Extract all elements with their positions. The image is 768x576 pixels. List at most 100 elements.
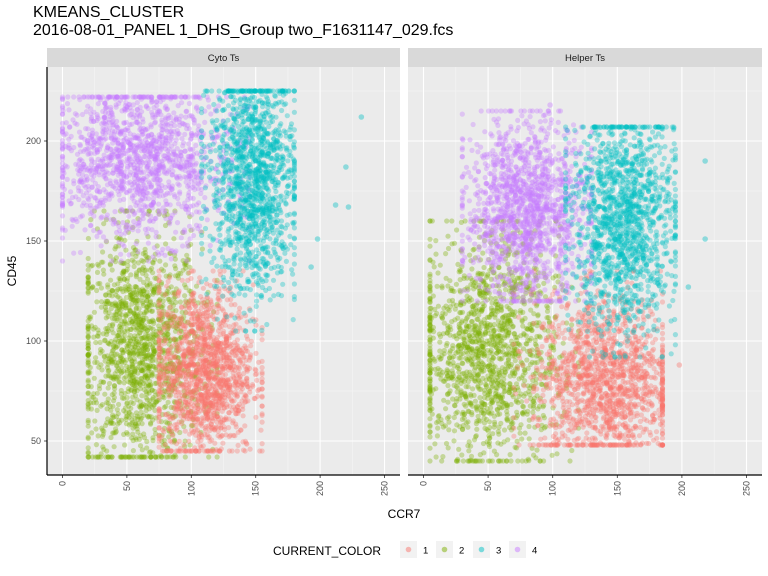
- data-point: [161, 210, 168, 216]
- data-point: [148, 382, 154, 388]
- data-point: [214, 301, 220, 307]
- data-point: [131, 356, 137, 362]
- data-point: [191, 94, 197, 100]
- data-point: [77, 156, 83, 162]
- data-point: [152, 400, 158, 406]
- data-point: [128, 292, 135, 298]
- data-point: [132, 368, 138, 374]
- data-point: [156, 286, 162, 292]
- data-point: [145, 332, 151, 338]
- data-point: [130, 425, 136, 431]
- data-point: [163, 136, 169, 142]
- data-point: [104, 301, 110, 307]
- data-point: [190, 373, 196, 379]
- data-point: [85, 402, 91, 408]
- data-point: [127, 284, 133, 290]
- data-point: [110, 353, 116, 359]
- data-point: [133, 274, 139, 280]
- data-point: [126, 335, 132, 341]
- data-point: [100, 427, 106, 433]
- data-point: [109, 348, 115, 354]
- data-point: [79, 203, 85, 209]
- data-point: [106, 300, 112, 307]
- data-point: [180, 267, 186, 273]
- data-point: [159, 454, 165, 460]
- data-point: [189, 389, 196, 395]
- data-point: [136, 190, 142, 196]
- data-point: [144, 397, 150, 403]
- data-point: [137, 322, 143, 328]
- data-point: [131, 347, 137, 353]
- data-point: [232, 347, 238, 354]
- data-point: [139, 335, 145, 341]
- data-point: [59, 183, 66, 189]
- data-point: [108, 434, 114, 441]
- data-point: [108, 301, 114, 307]
- data-point: [154, 145, 160, 151]
- data-point: [254, 298, 260, 304]
- data-point: [195, 361, 201, 367]
- data-point: [167, 272, 173, 278]
- data-point: [199, 246, 205, 252]
- data-point: [85, 279, 91, 285]
- data-point: [85, 289, 91, 295]
- data-point: [111, 343, 117, 349]
- data-point: [221, 283, 227, 289]
- data-point: [158, 374, 164, 380]
- data-point: [164, 311, 170, 317]
- data-point: [128, 405, 134, 411]
- data-point: [146, 336, 152, 342]
- data-point: [205, 97, 211, 103]
- data-point: [127, 356, 133, 362]
- data-point: [146, 388, 152, 394]
- data-point: [246, 357, 252, 363]
- data-point: [143, 354, 149, 360]
- data-point: [85, 334, 91, 340]
- data-point: [137, 112, 143, 118]
- data-point: [77, 168, 83, 174]
- data-point: [115, 294, 121, 300]
- data-point: [130, 287, 136, 293]
- data-point: [169, 387, 175, 393]
- data-point: [129, 257, 135, 263]
- data-point: [113, 292, 119, 298]
- data-point: [150, 137, 156, 144]
- data-point: [259, 441, 265, 447]
- data-point: [291, 296, 297, 303]
- data-point: [85, 339, 91, 345]
- data-point: [145, 352, 151, 358]
- data-point: [193, 222, 200, 228]
- data-point: [105, 454, 111, 460]
- data-point: [135, 176, 141, 182]
- data-point: [101, 137, 107, 143]
- data-point: [172, 364, 178, 370]
- data-point: [93, 400, 100, 406]
- data-point: [187, 162, 193, 168]
- data-point: [85, 290, 91, 296]
- data-point: [59, 258, 66, 264]
- data-point: [111, 184, 117, 190]
- data-point: [129, 417, 135, 423]
- facet-strip: [47, 48, 400, 67]
- data-point: [144, 327, 150, 333]
- data-point: [247, 446, 253, 452]
- data-point: [129, 290, 135, 296]
- data-point: [156, 361, 162, 367]
- data-point: [213, 396, 219, 402]
- data-point: [253, 371, 260, 377]
- data-point: [199, 134, 205, 140]
- data-point: [100, 379, 106, 385]
- data-point: [91, 391, 97, 397]
- data-point: [124, 266, 130, 273]
- data-point: [167, 202, 173, 208]
- data-point: [125, 282, 131, 288]
- data-point: [184, 404, 190, 410]
- data-point: [133, 337, 139, 343]
- data-point: [133, 313, 139, 319]
- data-point: [85, 359, 91, 365]
- data-point: [96, 364, 102, 370]
- data-point: [106, 380, 113, 387]
- data-point: [133, 149, 139, 155]
- data-point: [141, 311, 147, 318]
- data-point: [160, 366, 166, 372]
